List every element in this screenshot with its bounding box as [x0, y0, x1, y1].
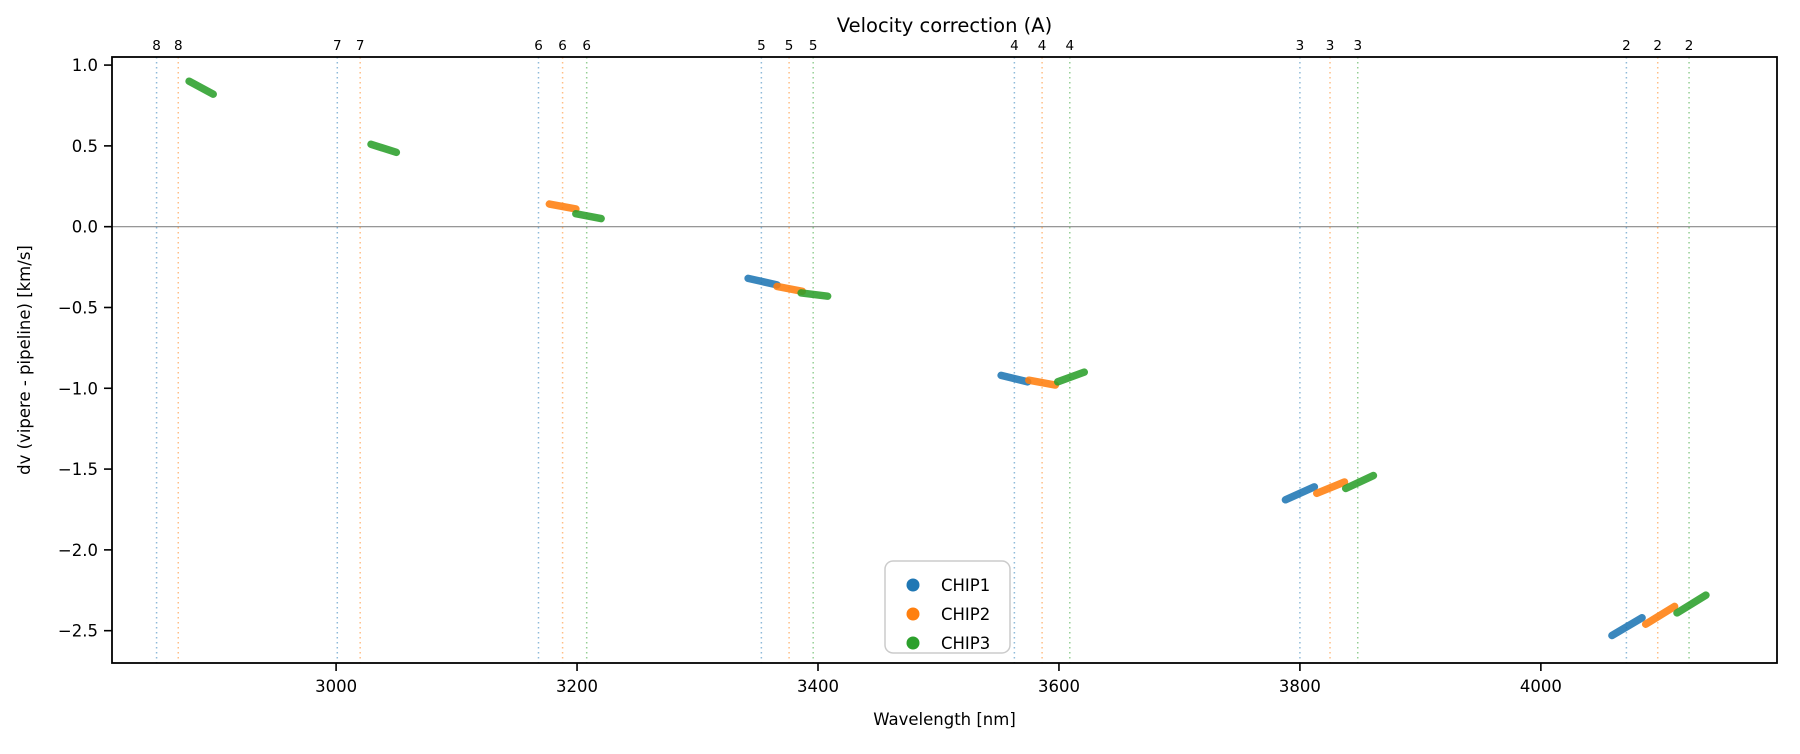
- legend-label-chip1: CHIP1: [941, 576, 990, 595]
- legend-label-chip3: CHIP3: [941, 634, 990, 653]
- y-tick-label: −1.0: [58, 379, 98, 398]
- x-tick-label: 3400: [797, 677, 839, 696]
- order-2-chip3-label: 2: [1685, 38, 1694, 54]
- y-tick-label: −1.5: [58, 460, 98, 479]
- order-4-chip2-label: 4: [1038, 38, 1047, 54]
- segment-chip2-order-2: [1641, 602, 1679, 628]
- legend-label-chip2: CHIP2: [941, 605, 990, 624]
- segment-chip3-order-3: [1341, 471, 1378, 493]
- segment-chip1-order-4: [997, 371, 1032, 386]
- segment-chip1-order-5: [744, 274, 781, 289]
- order-3-chip1-label: 3: [1296, 38, 1305, 54]
- x-tick-label: 3800: [1279, 677, 1321, 696]
- y-tick-label: 1.0: [72, 56, 98, 75]
- series-chip3: [185, 77, 1710, 617]
- order-5-chip1-label: 5: [757, 38, 766, 54]
- order-2-chip2-label: 2: [1653, 38, 1662, 54]
- x-axis-label: Wavelength [nm]: [873, 710, 1016, 729]
- segment-chip2-order-6: [545, 200, 580, 213]
- order-6-chip3-label: 6: [582, 38, 591, 54]
- order-5-chip2-label: 5: [785, 38, 794, 54]
- x-tick-label: 3000: [315, 677, 357, 696]
- legend-marker-chip2: [906, 607, 920, 621]
- segment-chip1-order-2: [1608, 614, 1646, 640]
- segment-chip2-order-4: [1025, 376, 1060, 389]
- segment-chip3-order-2: [1673, 591, 1710, 617]
- order-6-chip2-label: 6: [558, 38, 567, 54]
- order-7-chip2-label: 7: [356, 38, 365, 54]
- y-tick-label: −0.5: [58, 298, 98, 317]
- x-axis: 3000 3200 3400 3600 3800 4000: [315, 663, 1562, 696]
- order-4-chip1-label: 4: [1010, 38, 1019, 54]
- order-4-chip3-label: 4: [1065, 38, 1074, 54]
- order-7-chip1-label: 7: [333, 38, 342, 54]
- y-tick-label: 0.0: [72, 218, 98, 237]
- legend-marker-chip3: [906, 636, 920, 650]
- y-tick-label: 0.5: [72, 137, 98, 156]
- y-tick-label: −2.5: [58, 622, 98, 641]
- series-chip1: [744, 274, 1646, 640]
- order-8-chip1-label: 8: [152, 38, 161, 54]
- order-3-chip3-label: 3: [1353, 38, 1362, 54]
- order-5-chip3-label: 5: [809, 38, 818, 54]
- order-3-chip2-label: 3: [1326, 38, 1335, 54]
- y-tick-label: −2.0: [58, 541, 98, 560]
- x-tick-label: 4000: [1520, 677, 1562, 696]
- series-chip2: [545, 200, 1679, 628]
- order-6-chip1-label: 6: [534, 38, 543, 54]
- y-axis-label: dv (vipere - pipeline) [km/s]: [15, 245, 34, 475]
- chart-title: Velocity correction (A): [837, 14, 1052, 37]
- x-tick-label: 3600: [1038, 677, 1080, 696]
- segment-chip3-order-7: [367, 140, 401, 157]
- segment-chip3-order-4: [1053, 368, 1089, 386]
- plot-spines: [111, 56, 1778, 664]
- segment-chip2-order-5: [773, 282, 807, 296]
- x-tick-label: 3200: [556, 677, 598, 696]
- legend: CHIP1 CHIP2 CHIP3: [884, 560, 1011, 654]
- segment-chip2-order-3: [1313, 478, 1349, 498]
- segment-chip3-order-8: [185, 77, 217, 98]
- legend-marker-chip1: [906, 578, 920, 592]
- segment-chip3-order-6: [572, 210, 605, 223]
- order-2-chip1-label: 2: [1622, 38, 1631, 54]
- segment-chip3-order-5: [797, 289, 832, 300]
- segment-chip1-order-3: [1281, 483, 1319, 504]
- order-8-chip2-label: 8: [174, 38, 183, 54]
- y-axis: 1.0 0.5 0.0 −0.5 −1.0 −1.5 −2.0 −2.5: [58, 56, 112, 641]
